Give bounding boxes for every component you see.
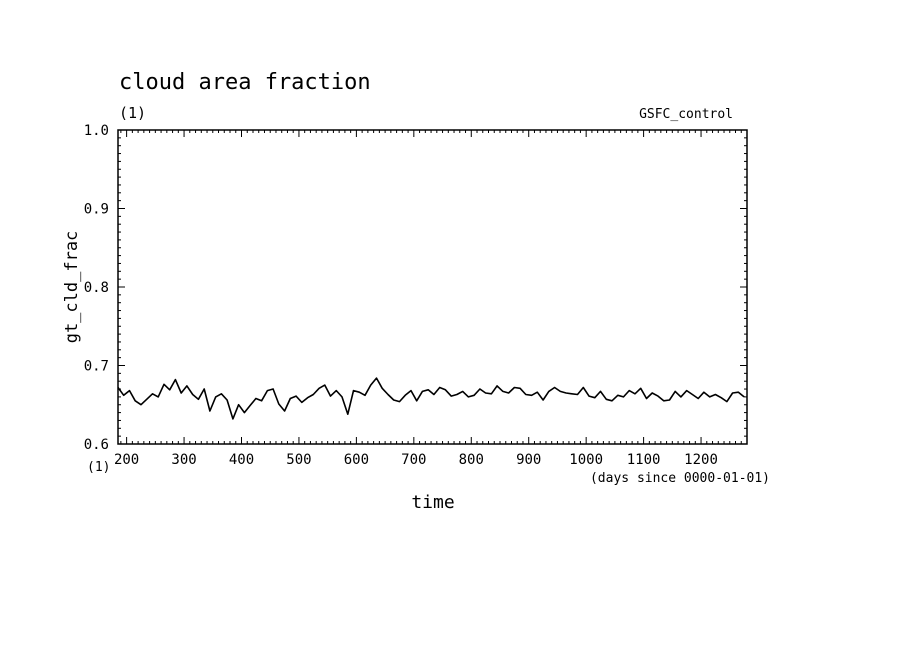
series-line bbox=[117, 377, 745, 420]
x-tick-label: 200 bbox=[114, 452, 139, 468]
x-tick-label: 700 bbox=[401, 452, 426, 468]
y-axis-units-label: (1) bbox=[87, 460, 110, 475]
y-tick-label: 1.0 bbox=[84, 123, 109, 139]
y-tick-label: 0.8 bbox=[84, 280, 109, 296]
x-tick-label: 400 bbox=[229, 452, 254, 468]
x-axis-label: time bbox=[411, 492, 454, 513]
y-tick-label: 0.6 bbox=[84, 437, 109, 453]
x-tick-label: 600 bbox=[344, 452, 369, 468]
x-axis-units-note: (days since 0000-01-01) bbox=[590, 471, 770, 486]
x-tick-label: 300 bbox=[171, 452, 196, 468]
y-axis: 0.6 0.7 0.8 0.9 1.0 bbox=[84, 123, 747, 453]
x-tick-label: 500 bbox=[286, 452, 311, 468]
x-tick-label: 900 bbox=[516, 452, 541, 468]
y-axis-label: gt_cld_frac bbox=[62, 231, 82, 344]
y-tick-label: 0.7 bbox=[84, 359, 109, 375]
x-tick-label: 1000 bbox=[569, 452, 603, 468]
chart-units-label: (1) bbox=[119, 104, 146, 122]
chart-title: cloud area fraction bbox=[119, 70, 371, 95]
x-tick-label: 1200 bbox=[684, 452, 718, 468]
plot-frame bbox=[117, 129, 748, 445]
x-axis: 200 300 400 500 600 700 800 900 1000 1100 1200 bbox=[114, 130, 748, 468]
run-label: GSFC_control bbox=[639, 107, 733, 122]
x-tick-label: 800 bbox=[459, 452, 484, 468]
x-tick-label: 1100 bbox=[627, 452, 661, 468]
y-tick-label: 0.9 bbox=[84, 202, 109, 218]
series-layer bbox=[117, 377, 745, 420]
